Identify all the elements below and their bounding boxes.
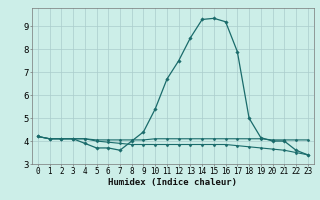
X-axis label: Humidex (Indice chaleur): Humidex (Indice chaleur) xyxy=(108,178,237,187)
